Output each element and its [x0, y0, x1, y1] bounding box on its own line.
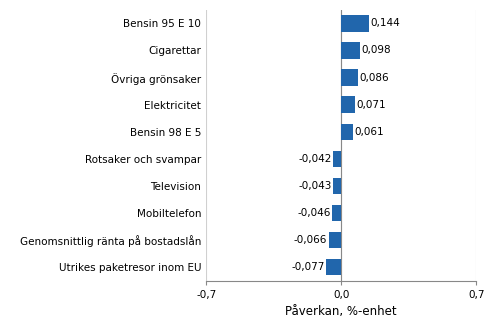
Bar — [333, 178, 341, 194]
Text: 0,144: 0,144 — [371, 18, 400, 28]
Bar — [341, 69, 358, 86]
Text: 0,098: 0,098 — [362, 46, 391, 55]
Bar — [341, 96, 355, 113]
X-axis label: Påverkan, %-enhet: Påverkan, %-enhet — [285, 305, 397, 318]
Text: 0,071: 0,071 — [356, 100, 386, 110]
Bar — [333, 150, 341, 167]
Text: -0,066: -0,066 — [294, 235, 327, 245]
Bar — [341, 42, 360, 59]
Bar — [332, 205, 341, 221]
Bar — [328, 232, 341, 248]
Bar — [341, 123, 353, 140]
Text: -0,043: -0,043 — [298, 181, 331, 191]
Bar — [327, 259, 341, 275]
Bar — [341, 15, 369, 32]
Text: -0,077: -0,077 — [292, 262, 325, 272]
Text: -0,042: -0,042 — [298, 154, 331, 164]
Text: 0,086: 0,086 — [359, 73, 389, 82]
Text: 0,061: 0,061 — [355, 127, 384, 137]
Text: -0,046: -0,046 — [298, 208, 331, 218]
